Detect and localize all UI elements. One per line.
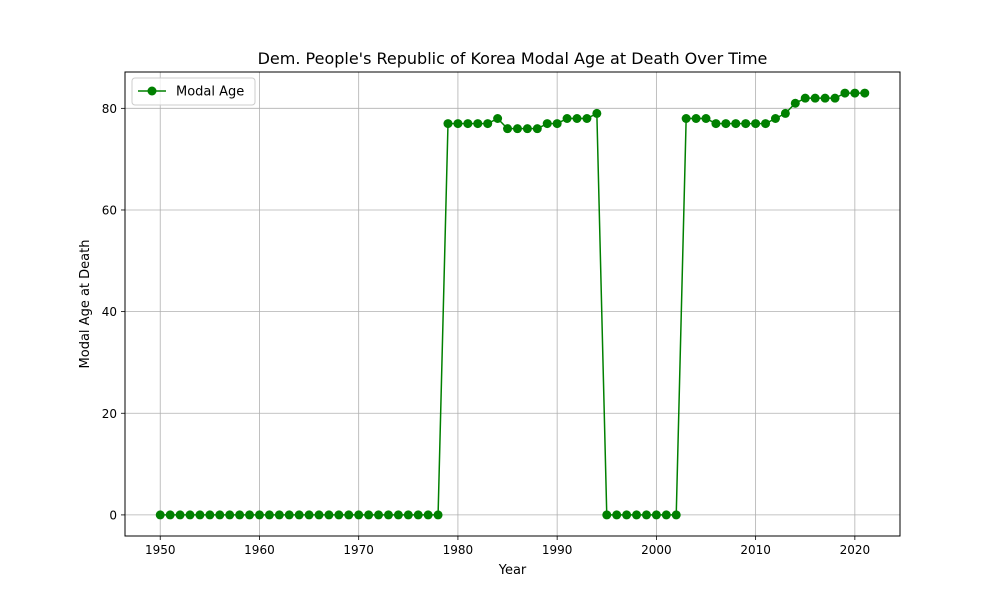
x-tick-label: 1960 <box>244 543 275 557</box>
data-point <box>403 510 413 520</box>
data-point <box>364 510 374 520</box>
data-point <box>463 119 473 129</box>
y-tick-label: 40 <box>102 305 117 319</box>
data-point <box>671 510 681 520</box>
data-point <box>294 510 304 520</box>
data-point <box>770 114 780 124</box>
data-point <box>254 510 264 520</box>
data-point <box>433 510 443 520</box>
data-point <box>810 93 820 103</box>
data-point <box>453 119 463 129</box>
data-point <box>354 510 364 520</box>
data-point <box>423 510 433 520</box>
data-point <box>195 510 205 520</box>
x-tick-label: 2010 <box>740 543 771 557</box>
x-tick-label: 1990 <box>542 543 573 557</box>
data-point <box>532 124 542 134</box>
data-point <box>185 510 195 520</box>
data-point <box>731 119 741 129</box>
plot-frame <box>124 71 901 537</box>
y-tick-label: 20 <box>102 407 117 421</box>
data-point <box>860 88 870 98</box>
y-axis-label: Modal Age at Death <box>78 240 93 369</box>
data-point <box>155 510 165 520</box>
data-point <box>741 119 751 129</box>
data-point <box>582 114 592 124</box>
data-point <box>264 510 274 520</box>
data-point <box>522 124 532 134</box>
data-point <box>691 114 701 124</box>
data-point <box>552 119 562 129</box>
data-point <box>245 510 255 520</box>
data-point <box>175 510 185 520</box>
data-point <box>761 119 771 129</box>
legend: Modal Age <box>131 77 256 106</box>
data-point <box>830 93 840 103</box>
data-point <box>651 510 661 520</box>
data-point <box>393 510 403 520</box>
data-point <box>800 93 810 103</box>
data-point <box>304 510 314 520</box>
x-axis-label: Year <box>498 563 527 578</box>
legend-marker-swatch <box>147 86 157 96</box>
x-tick-label: 1970 <box>343 543 374 557</box>
data-point <box>443 119 453 129</box>
data-point <box>205 510 215 520</box>
legend-box <box>131 77 256 106</box>
data-point <box>235 510 245 520</box>
data-point <box>413 510 423 520</box>
data-point <box>334 510 344 520</box>
data-point <box>602 510 612 520</box>
data-point <box>751 119 761 129</box>
data-point <box>850 88 860 98</box>
data-point <box>622 510 632 520</box>
y-tick-label: 60 <box>102 203 117 217</box>
x-tick-label: 2000 <box>641 543 672 557</box>
data-point <box>592 108 602 118</box>
data-point <box>284 510 294 520</box>
data-point <box>562 114 572 124</box>
x-axis-ticks: 1950 1960 1970 1980 1990 2000 2010 2020 <box>145 536 870 557</box>
y-tick-label: 80 <box>102 102 117 116</box>
data-point <box>374 510 384 520</box>
data-point <box>711 119 721 129</box>
data-point <box>215 510 225 520</box>
data-point <box>473 119 483 129</box>
data-point <box>632 510 642 520</box>
data-point <box>165 510 175 520</box>
data-point <box>661 510 671 520</box>
data-point <box>681 114 691 124</box>
data-point <box>503 124 513 134</box>
data-point <box>641 510 651 520</box>
data-point <box>780 108 790 118</box>
grid-lines <box>125 72 900 536</box>
data-point <box>840 88 850 98</box>
x-tick-label: 1950 <box>145 543 176 557</box>
data-point <box>572 114 582 124</box>
series-layer <box>155 88 870 520</box>
y-tick-label: 0 <box>109 508 117 522</box>
x-tick-label: 1980 <box>443 543 474 557</box>
legend-label: Modal Age <box>176 85 244 100</box>
data-point <box>483 119 493 129</box>
data-point <box>225 510 235 520</box>
data-point <box>542 119 552 129</box>
data-point <box>512 124 522 134</box>
data-point <box>314 510 324 520</box>
data-point <box>383 510 393 520</box>
data-point <box>493 114 503 124</box>
data-point <box>721 119 731 129</box>
data-point <box>701 114 711 124</box>
data-point <box>612 510 622 520</box>
data-point <box>344 510 354 520</box>
data-point <box>790 98 800 108</box>
y-axis-ticks: 0 20 40 60 80 <box>102 102 125 522</box>
series-line <box>160 92 865 516</box>
data-point <box>324 510 334 520</box>
data-point <box>820 93 830 103</box>
data-point <box>274 510 284 520</box>
x-tick-label: 2020 <box>840 543 871 557</box>
chart-title: Dem. People's Republic of Korea Modal Ag… <box>258 49 768 68</box>
